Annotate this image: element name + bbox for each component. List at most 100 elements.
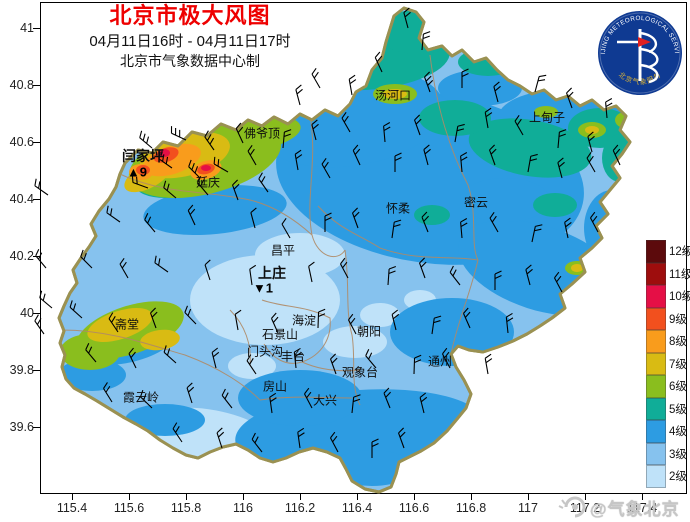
x-tick-label: 116.4 [341, 501, 373, 515]
wind-region-2ji [255, 233, 345, 277]
legend-entry: 6级 [646, 375, 690, 398]
wind-region-7ji [383, 89, 407, 99]
wind-barb [106, 205, 121, 223]
wind-region-2ji [360, 303, 400, 327]
wind-barb [69, 300, 83, 319]
wind-barb [493, 81, 501, 103]
wind-barb [321, 157, 331, 179]
wind-barb [564, 217, 572, 239]
legend-entry: 7级 [646, 352, 690, 375]
x-tick-label: 116.8 [455, 501, 487, 515]
wind-region-6ji [534, 106, 558, 118]
wind-barb [293, 347, 302, 369]
legend-label: 6级 [669, 381, 687, 394]
legend-swatch [646, 240, 666, 263]
station-label: 延庆 [195, 175, 221, 190]
wind-barb [187, 204, 196, 226]
y-tick-label: 40.2 [9, 249, 34, 263]
wind-barb [188, 159, 201, 179]
wind-barb [144, 213, 156, 233]
wind-barb [308, 261, 315, 283]
y-tick-label: 39.6 [9, 420, 34, 434]
wind-barb [557, 157, 565, 179]
wind-barb [234, 309, 242, 331]
map-producer: 北京市气象数据中心制 [120, 53, 260, 69]
station-label: 斋堂 [114, 317, 140, 332]
wind-barb [566, 87, 574, 109]
legend-label: 10级 [669, 291, 690, 304]
legend-entry: 4级 [646, 420, 690, 443]
wind-barb [423, 144, 431, 166]
wind-level-legend: 12级 11级 10级 9级 8级 7级 6级 5级 4级 3级 2级 [646, 240, 690, 488]
wind-barb [80, 249, 93, 269]
y-tick-mark [33, 313, 40, 314]
wind-barb [454, 123, 465, 143]
wind-barb [294, 149, 303, 171]
wind-barb [34, 178, 49, 196]
station-label: 观象台 [341, 365, 379, 380]
wind-barb [103, 382, 113, 403]
legend-label: 4级 [669, 426, 687, 439]
wind-barb [351, 394, 361, 414]
wind-barb [460, 218, 468, 239]
wind-barb [586, 151, 596, 173]
wind-region-10ji [158, 149, 170, 157]
y-tick-mark [33, 256, 40, 257]
legend-label: 5级 [669, 403, 687, 416]
wind-region-10ji [201, 165, 211, 171]
station-label: 昌平 [270, 243, 296, 258]
wind-barb [391, 219, 402, 239]
wind-barb [527, 153, 538, 173]
station-marker: ▼1 [252, 280, 274, 296]
legend-entry: 3级 [646, 442, 690, 465]
legend-entry: 9级 [646, 307, 690, 330]
wind-region-5ji [468, 118, 592, 178]
wind-barb [270, 312, 279, 334]
wind-barb [163, 345, 177, 364]
wind-barb [419, 257, 427, 279]
legend-swatch [646, 465, 666, 488]
wind-barb [246, 354, 257, 375]
wind-region-2ji [323, 326, 387, 358]
wind-barb [221, 388, 233, 409]
wind-barb [489, 211, 499, 233]
wind-barb [365, 349, 377, 369]
wind-barb [590, 211, 599, 233]
legend-label: 11级 [669, 268, 690, 281]
wind-barb [374, 51, 383, 73]
wind-barb [352, 207, 360, 229]
wind-level-regions [59, 10, 630, 486]
wind-barb [211, 347, 220, 369]
x-tick-mark [129, 494, 130, 500]
wind-barb [158, 151, 173, 169]
wind-barb [281, 217, 291, 239]
y-tick-mark [33, 199, 40, 200]
station-label: 房山 [262, 379, 288, 394]
wind-barb [419, 392, 428, 414]
x-tick-label: 115.6 [113, 501, 145, 515]
wind-barb [557, 129, 567, 149]
x-tick-label: 116.6 [398, 501, 430, 515]
wind-barb [249, 264, 257, 286]
x-tick-mark [471, 494, 472, 500]
wind-barb [525, 264, 533, 286]
wind-barb [131, 175, 149, 189]
x-tick-mark [186, 494, 187, 500]
y-tick-label: 40 [20, 306, 34, 320]
wind-region-4ji [390, 298, 514, 366]
wind-barb [235, 122, 244, 144]
wind-barb [172, 422, 183, 443]
wind-barb [186, 382, 195, 404]
y-tick-mark [33, 142, 40, 143]
wind-barb [612, 144, 621, 166]
wind-barb [311, 119, 319, 141]
wind-barb [35, 249, 47, 269]
legend-entry: 5级 [646, 397, 690, 420]
x-tick-label: 117.4 [626, 501, 658, 515]
station-label: 怀柔 [385, 201, 411, 216]
x-tick-label: 117 [518, 501, 538, 515]
wind-region-4ji [125, 404, 205, 436]
legend-swatch [646, 375, 666, 398]
